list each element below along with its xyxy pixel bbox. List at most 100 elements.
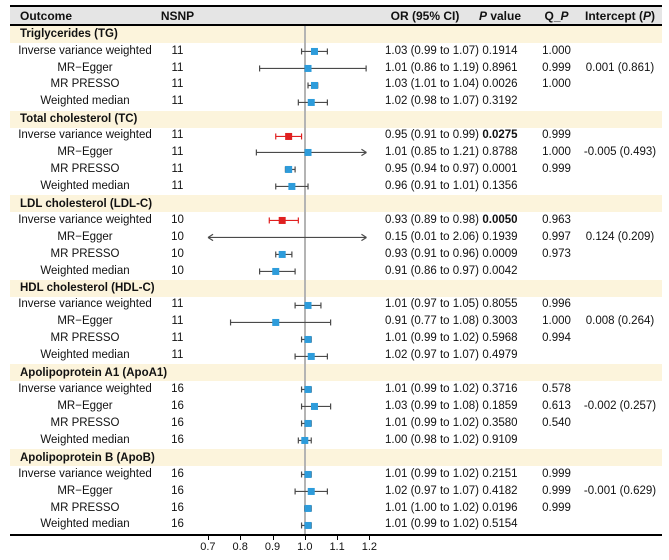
q-p-value: 0.999	[542, 501, 571, 514]
section-title: Apolipoprotein B (ApoB)	[20, 451, 155, 464]
axis-tick-label: 1.0	[297, 541, 313, 553]
method-row: MR−Egger 10 0.15 (0.01 to 2.06) 0.1939 0.997…	[10, 229, 662, 246]
nsnp-value: 16	[171, 518, 184, 531]
or-ci-value: 1.01 (0.99 to 1.02)	[385, 416, 479, 429]
ci-marker-blue	[304, 504, 312, 512]
method-label: MR−Egger	[57, 484, 113, 497]
method-row: Inverse variance weighted 16 1.01 (0.99 to…	[10, 381, 662, 399]
ci-plot-cell	[195, 161, 385, 178]
or-ci-value: 0.93 (0.89 to 0.98)	[385, 213, 479, 226]
ci-plot-cell	[195, 263, 385, 280]
p-value: 0.1859	[482, 399, 518, 412]
method-label: MR−Egger	[57, 315, 113, 328]
or-ci-value: 1.03 (0.99 to 1.08)	[385, 399, 479, 412]
ci-plot-cell	[195, 348, 385, 365]
method-row: Inverse variance weighted 11 0.95 (0.91 to…	[10, 127, 662, 145]
nsnp-value: 11	[171, 163, 184, 176]
ci-marker-red	[275, 132, 303, 140]
nsnp-value: 10	[171, 213, 184, 226]
or-ci-value: 1.01 (0.99 to 1.02)	[385, 467, 479, 480]
nsnp-value: 10	[171, 247, 184, 260]
method-label: Inverse variance weighted	[18, 129, 152, 142]
p-value: 0.0001	[482, 163, 518, 176]
ci-marker-blue	[259, 267, 296, 275]
ci-plot-cell	[195, 212, 385, 229]
q-p-value: 0.996	[542, 298, 571, 311]
method-row: Weighted median 11 0.96 (0.91 to 1.01) 0.13…	[10, 178, 662, 196]
or-ci-value: 0.91 (0.77 to 1.08)	[385, 315, 479, 328]
column-header-p: P value	[478, 8, 522, 23]
nsnp-value: 11	[171, 78, 184, 91]
nsnp-value: 11	[171, 315, 184, 328]
ci-plot-cell	[195, 77, 385, 94]
ci-marker-blue	[300, 47, 328, 55]
method-label: MR−Egger	[57, 399, 113, 412]
ci-marker-blue	[275, 183, 309, 191]
egger-intercept-value: -0.005 (0.493)	[583, 146, 657, 159]
q-p-value: 1.000	[542, 315, 571, 328]
method-row: MR−Egger 11 0.91 (0.77 to 1.08) 0.3003 1.000…	[10, 313, 662, 331]
ci-plot-cell	[195, 500, 385, 517]
q-p-value: 1.000	[542, 44, 571, 57]
or-ci-value: 1.01 (0.97 to 1.05)	[385, 298, 479, 311]
ci-plot-cell	[195, 178, 385, 195]
p-value: 0.0042	[482, 264, 518, 277]
or-ci-value: 1.01 (0.99 to 1.02)	[385, 383, 479, 396]
p-value: 0.0009	[482, 247, 518, 260]
method-label: MR−Egger	[57, 146, 113, 159]
axis-tick	[369, 536, 371, 540]
ci-marker-blue	[275, 250, 293, 258]
or-ci-value: 1.02 (0.98 to 1.07)	[385, 95, 479, 108]
ci-plot-cell	[195, 415, 385, 432]
nsnp-value: 11	[171, 61, 184, 74]
p-value: 0.3192	[482, 95, 518, 108]
q-p-value: 0.997	[542, 230, 571, 243]
q-p-value: 0.994	[542, 332, 571, 345]
method-label: Weighted median	[40, 518, 130, 531]
method-label: MR PRESSO	[50, 501, 120, 514]
method-row: Inverse variance weighted 11 1.01 (0.97 to…	[10, 296, 662, 314]
ci-marker-blue	[229, 318, 332, 326]
ci-plot-cell	[195, 466, 385, 483]
method-row: MR−Egger 16 1.02 (0.97 to 1.07) 0.4182 0.999…	[10, 482, 662, 500]
or-ci-value: 0.91 (0.86 to 0.97)	[385, 264, 479, 277]
axis-tick-label: 0.7	[200, 541, 216, 553]
egger-intercept-value: 0.124 (0.209)	[585, 230, 655, 243]
ci-plot-cell	[195, 314, 385, 331]
method-label: MR PRESSO	[50, 163, 120, 176]
ci-marker-blue	[300, 470, 312, 478]
x-axis-line	[10, 534, 662, 536]
axis-tick-label: 1.1	[329, 541, 345, 553]
column-header-qp: Q_P	[544, 8, 569, 23]
ci-plot-cell	[195, 229, 385, 246]
column-header-or: OR (95% CI)	[390, 8, 460, 23]
or-ci-value: 1.01 (0.85 to 1.21)	[385, 146, 479, 159]
reference-line-or-1	[303, 26, 306, 534]
ci-plot-cell	[195, 246, 385, 263]
method-row: MR PRESSO 11 1.03 (1.01 to 1.04) 0.0026 1.00…	[10, 76, 662, 94]
nsnp-value: 10	[171, 230, 184, 243]
p-value: 0.4182	[482, 484, 518, 497]
ci-plot-cell	[195, 398, 385, 415]
method-label: Weighted median	[40, 264, 130, 277]
ci-marker-red	[268, 217, 299, 225]
q-p-value: 0.999	[542, 484, 571, 497]
ci-plot-cell	[195, 60, 385, 77]
column-header-intercept: Intercept (P)	[584, 8, 656, 23]
ci-marker-blue	[300, 386, 312, 394]
section-title: Apolipoprotein A1 (ApoA1)	[20, 366, 168, 379]
or-ci-value: 1.01 (1.00 to 1.02)	[385, 501, 479, 514]
nsnp-value: 16	[171, 399, 184, 412]
method-label: Inverse variance weighted	[18, 213, 152, 226]
p-value: 0.9109	[482, 433, 518, 446]
method-row: Weighted median 11 1.02 (0.97 to 1.07) 0.49…	[10, 347, 662, 365]
axis-tick	[272, 536, 274, 540]
method-label: Inverse variance weighted	[18, 298, 152, 311]
ci-plot-cell	[195, 331, 385, 348]
p-value: 0.0026	[482, 78, 518, 91]
column-header-outcome: Outcome	[20, 8, 73, 23]
nsnp-value: 11	[171, 332, 184, 345]
egger-intercept-value: 0.008 (0.264)	[585, 315, 655, 328]
ci-marker-blue	[300, 403, 332, 411]
